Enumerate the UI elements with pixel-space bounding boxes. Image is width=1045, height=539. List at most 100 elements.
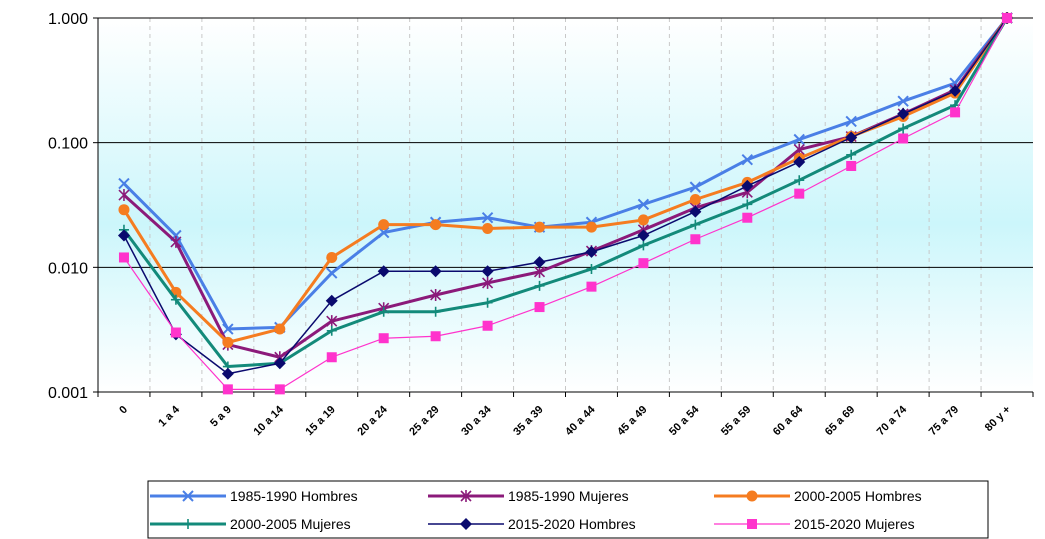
- legend-item: 2000-2005 Mujeres: [150, 516, 351, 532]
- series-group: [117, 12, 1014, 395]
- data-point: [482, 320, 493, 331]
- data-point: [222, 323, 234, 335]
- x-tick-label: 0: [117, 404, 130, 417]
- data-point: [326, 325, 337, 336]
- x-tick-label: 35 a 39: [511, 404, 545, 438]
- legend-swatch-marker: [747, 519, 757, 529]
- data-point: [118, 252, 129, 263]
- legend-swatch-marker: [460, 518, 472, 530]
- legend-swatch-marker: [746, 490, 758, 502]
- series-line: [123, 17, 1008, 375]
- data-point: [481, 265, 494, 278]
- data-point: [1002, 13, 1013, 23]
- legend-label: 2000-2005 Mujeres: [230, 516, 351, 532]
- x-tick-label: 65 a 69: [823, 404, 857, 438]
- data-point: [377, 265, 390, 278]
- data-point: [430, 288, 442, 301]
- data-point: [482, 276, 494, 289]
- x-tick-label: 10 a 14: [251, 403, 286, 438]
- data-point: [585, 245, 598, 258]
- data-point: [898, 123, 909, 134]
- x-tick-label: 80 y +: [983, 404, 1013, 434]
- legend-item: 2000-2005 Hombres: [714, 488, 922, 504]
- data-point: [741, 153, 754, 166]
- legend-label: 1985-1990 Hombres: [230, 488, 358, 504]
- legend-label: 2000-2005 Hombres: [794, 488, 922, 504]
- legend-swatch-marker: [182, 490, 194, 502]
- series-4: [117, 12, 1014, 380]
- data-point: [118, 204, 130, 216]
- y-axis: 1.000 0.100 0.010 0.001: [48, 11, 99, 402]
- data-point: [898, 133, 909, 144]
- data-point: [846, 160, 857, 171]
- data-point: [586, 281, 597, 292]
- y-tick-label: 1.000: [48, 11, 88, 28]
- data-point: [118, 177, 130, 190]
- data-point: [793, 155, 806, 168]
- data-point: [689, 194, 701, 206]
- x-tick-label: 60 a 64: [771, 403, 806, 438]
- x-tick-label: 50 a 54: [667, 403, 702, 438]
- series-line: [122, 17, 1009, 331]
- data-point: [481, 212, 494, 224]
- x-tick-label: 40 a 44: [563, 403, 598, 438]
- x-tick-label: 75 a 79: [927, 404, 961, 438]
- legend-label: 2015-2020 Mujeres: [794, 516, 915, 532]
- x-tick-label: 30 a 34: [459, 403, 494, 438]
- data-point: [742, 212, 753, 223]
- x-tick-label: 25 a 29: [407, 404, 441, 438]
- data-point: [118, 189, 130, 202]
- legend-item: 1985-1990 Hombres: [150, 488, 358, 504]
- legend-swatch-marker: [460, 490, 472, 502]
- data-point: [221, 367, 234, 380]
- data-point: [222, 384, 233, 395]
- data-point: [793, 133, 805, 146]
- data-point: [429, 265, 442, 278]
- data-point: [689, 181, 702, 193]
- x-tick-label: 5 a 9: [208, 404, 234, 430]
- data-point: [586, 263, 597, 274]
- data-point: [326, 251, 338, 263]
- data-point: [378, 306, 389, 317]
- data-point: [638, 240, 649, 251]
- data-point: [638, 258, 649, 269]
- data-point: [274, 323, 286, 335]
- x-tick-label: 55 a 59: [719, 404, 753, 438]
- data-point: [274, 384, 285, 395]
- data-point: [430, 219, 442, 231]
- legend-item: 2015-2020 Hombres: [428, 516, 636, 532]
- data-point: [690, 234, 701, 245]
- data-point: [170, 327, 181, 338]
- data-point: [794, 188, 805, 199]
- y-tick-label: 0.010: [48, 260, 88, 277]
- x-tick-label: 1 a 4: [156, 403, 182, 429]
- data-point: [949, 84, 962, 97]
- data-point: [897, 95, 909, 107]
- data-point: [637, 198, 650, 211]
- legend-item: 2015-2020 Mujeres: [714, 516, 915, 532]
- data-point: [534, 302, 545, 313]
- data-point: [690, 219, 701, 230]
- data-point: [533, 256, 546, 269]
- data-point: [326, 315, 338, 328]
- series-5: [118, 13, 1013, 395]
- data-point: [689, 205, 702, 218]
- data-point: [637, 214, 649, 226]
- data-point: [170, 294, 181, 305]
- data-point: [794, 175, 805, 186]
- legend-item: 1985-1990 Mujeres: [428, 488, 629, 504]
- data-point: [845, 115, 857, 128]
- data-point: [273, 357, 286, 370]
- data-point: [325, 294, 338, 307]
- data-point: [897, 107, 910, 120]
- data-point: [482, 297, 493, 308]
- series-line: [122, 17, 1009, 369]
- x-axis: 0 1 a 4 5 a 9 10 a 14 15 a 19 20 a 24 25 a 29 3…: [97, 391, 1034, 438]
- data-point: [170, 235, 182, 248]
- x-tick-label: 45 a 49: [615, 404, 649, 438]
- x-tick-label: 70 a 74: [875, 403, 910, 438]
- data-point: [741, 179, 754, 192]
- data-point: [117, 229, 130, 242]
- data-point: [222, 336, 234, 348]
